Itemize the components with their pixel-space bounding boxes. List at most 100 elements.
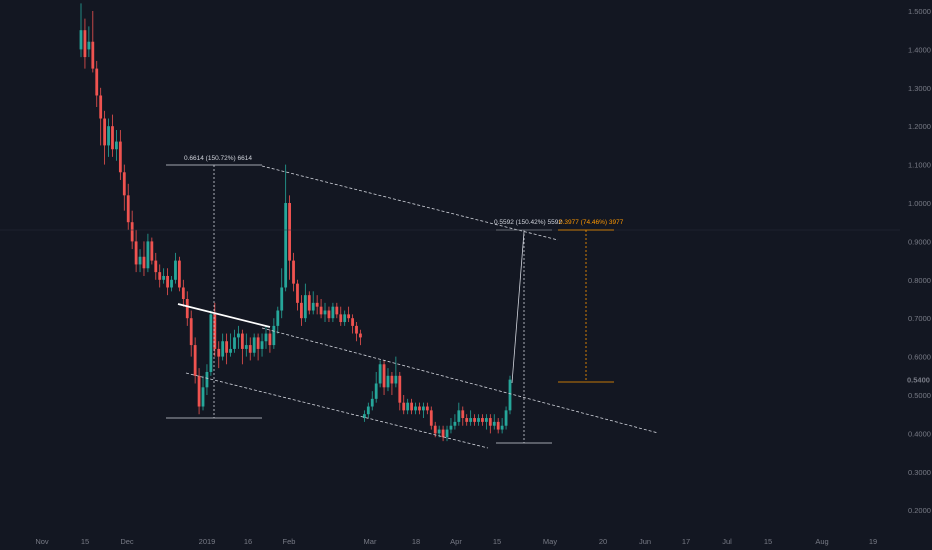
channel-middle-line: [261, 327, 659, 434]
candle-body: [87, 41, 91, 50]
x-tick-label: Aug: [815, 537, 828, 546]
y-tick-label: 0.6000: [908, 353, 931, 362]
candle-body: [201, 387, 205, 407]
candle-body: [237, 333, 240, 338]
candle-body: [437, 429, 441, 434]
channel-upper-line: [261, 165, 559, 241]
candle-body: [347, 314, 351, 319]
candle-body: [402, 402, 406, 411]
y-tick-label: 1.5000: [908, 7, 931, 16]
x-tick-label: 16: [244, 537, 252, 546]
candle-body: [429, 410, 433, 426]
candle-body: [296, 283, 299, 303]
candle-body: [177, 260, 181, 288]
candle-body: [95, 68, 99, 96]
candle-body: [248, 345, 252, 353]
candle-body: [197, 375, 201, 407]
x-tick-label: 2019: [199, 537, 216, 546]
candle-body: [99, 95, 103, 119]
candle-body: [343, 314, 347, 323]
candle-body: [339, 314, 343, 323]
candle-body: [244, 345, 248, 349]
candle-body: [162, 275, 166, 280]
candle-body: [461, 410, 465, 419]
candle-body: [410, 402, 414, 411]
candle-body: [280, 287, 284, 311]
candle-body: [170, 279, 173, 288]
candle-body: [118, 141, 122, 173]
candle-body: [288, 203, 291, 261]
candle-body: [500, 425, 504, 430]
candle-body: [484, 418, 488, 422]
candle-body: [307, 295, 311, 311]
candle-body: [504, 410, 508, 426]
candle-body: [374, 383, 378, 399]
candle-body: [284, 203, 288, 288]
candle-body: [268, 333, 272, 346]
candle-body: [189, 318, 193, 346]
measure3-label: 0.3977 (74.46%) 3977: [559, 219, 624, 226]
candle-body: [174, 260, 177, 280]
x-tick-label: 15: [493, 537, 501, 546]
candle-body: [134, 241, 138, 265]
candle-body: [221, 341, 225, 357]
projection-path: [511, 231, 525, 384]
candle-body: [488, 418, 492, 426]
candle-body: [398, 375, 402, 403]
candle-body: [433, 425, 437, 434]
candle-body: [366, 406, 370, 415]
candle-body: [335, 306, 339, 315]
channel-lower-line: [185, 372, 489, 449]
candle-body: [465, 418, 469, 422]
candle-body: [414, 406, 417, 411]
last-price-label: 0.5400: [907, 376, 930, 385]
candle-body: [225, 341, 229, 353]
candle-body: [469, 418, 473, 422]
candle-body: [481, 418, 484, 422]
x-tick-label: Mar: [364, 537, 377, 546]
candle-body: [422, 406, 425, 411]
x-tick-label: Feb: [283, 537, 296, 546]
x-tick-label: May: [543, 537, 557, 546]
candle-body: [240, 333, 244, 349]
candle-body: [382, 364, 386, 388]
x-tick-label: 18: [412, 537, 420, 546]
x-tick-label: 15: [764, 537, 772, 546]
candle-body: [378, 364, 382, 384]
candle-body: [111, 126, 114, 150]
y-tick-label: 0.9000: [908, 237, 931, 246]
candle-body: [181, 287, 185, 299]
candle-body: [300, 302, 303, 319]
x-tick-label: 20: [599, 537, 607, 546]
candle-body: [319, 306, 323, 315]
candle-body: [272, 325, 276, 346]
x-tick-label: 15: [81, 537, 89, 546]
candle-body: [370, 398, 374, 407]
candle-body: [264, 333, 268, 342]
candle-body: [425, 406, 429, 411]
candle-body: [209, 314, 213, 372]
candle-body: [193, 345, 197, 376]
candle-body: [453, 421, 457, 426]
y-tick-label: 0.8000: [908, 276, 931, 285]
y-tick-label: 0.4000: [908, 429, 931, 438]
candle-body: [359, 333, 362, 338]
y-tick-label: 1.2000: [908, 122, 931, 131]
candle-body: [107, 126, 110, 146]
candle-body: [138, 256, 142, 265]
candle-body: [185, 299, 189, 319]
candle-body: [303, 295, 307, 319]
time-axis[interactable]: Nov 15 Dec 2019 16 Feb Mar 18 Apr 15 May 20 Jun 17 Jul…: [35, 537, 877, 546]
candle-body: [91, 41, 95, 69]
candle-body: [79, 30, 83, 50]
candle-body: [386, 375, 390, 388]
candle-body: [418, 406, 421, 411]
candle-body: [150, 241, 154, 261]
trendline: [177, 303, 271, 328]
x-tick-label: Jul: [722, 537, 732, 546]
price-axis[interactable]: 1.5000 1.4000 1.3000 1.2000 1.1000 1.0000 0.90…: [908, 7, 931, 515]
drawings-layer: 0.6614 (150.72%) 6614 0.5592 (150.42%) 5…: [0, 155, 900, 449]
y-tick-label: 1.1000: [908, 161, 931, 170]
x-tick-label: Dec: [120, 537, 134, 546]
